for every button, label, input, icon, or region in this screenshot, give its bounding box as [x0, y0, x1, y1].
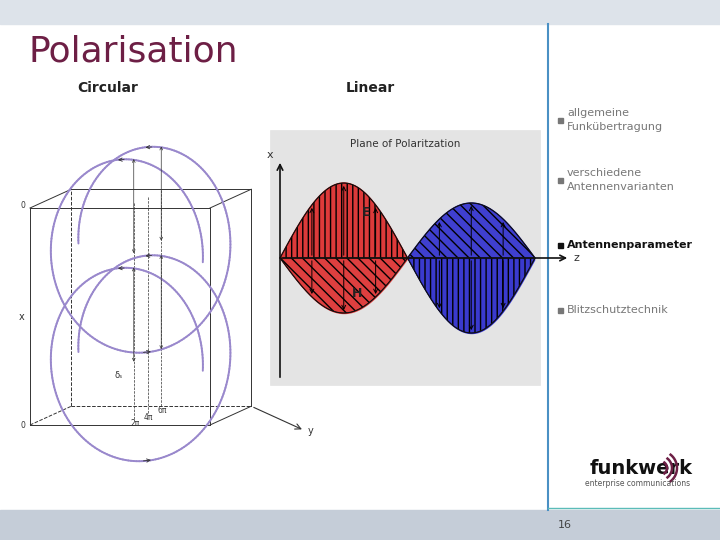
Text: 16: 16: [558, 520, 572, 530]
Bar: [0, 510, 720, 540]
Bar: [558, 243, 563, 248]
Text: Blitzschutztechnik: Blitzschutztechnik: [567, 305, 669, 315]
Text: 4π: 4π: [144, 413, 153, 422]
Text: 0: 0: [21, 421, 25, 429]
Bar: [558, 308, 563, 313]
Bar: [0, 0, 720, 24]
Text: funkwerk: funkwerk: [590, 458, 693, 477]
Bar: [558, 118, 563, 123]
Text: 6π: 6π: [158, 406, 167, 415]
Text: Antennenparameter: Antennenparameter: [567, 240, 693, 250]
Text: H: H: [352, 287, 362, 300]
Text: verschiedene
Antennenvarianten: verschiedene Antennenvarianten: [567, 168, 675, 192]
Text: Circular: Circular: [78, 81, 138, 95]
Text: 0: 0: [21, 201, 25, 211]
Text: δₛ: δₛ: [114, 371, 123, 380]
Text: Linear: Linear: [346, 81, 395, 95]
Bar: [558, 178, 563, 183]
Text: y: y: [307, 427, 313, 436]
Text: Plane of Polaritzation: Plane of Polaritzation: [350, 139, 460, 149]
Text: enterprise communications: enterprise communications: [585, 480, 690, 489]
Text: E: E: [361, 206, 370, 219]
Text: z: z: [573, 253, 579, 263]
Text: 2π: 2π: [130, 418, 140, 428]
Text: x: x: [266, 150, 274, 160]
Bar: [270, 130, 540, 385]
Text: allgemeine
Funkübertragung: allgemeine Funkübertragung: [567, 108, 663, 132]
Text: x: x: [19, 312, 25, 321]
Text: Polarisation: Polarisation: [28, 35, 238, 69]
